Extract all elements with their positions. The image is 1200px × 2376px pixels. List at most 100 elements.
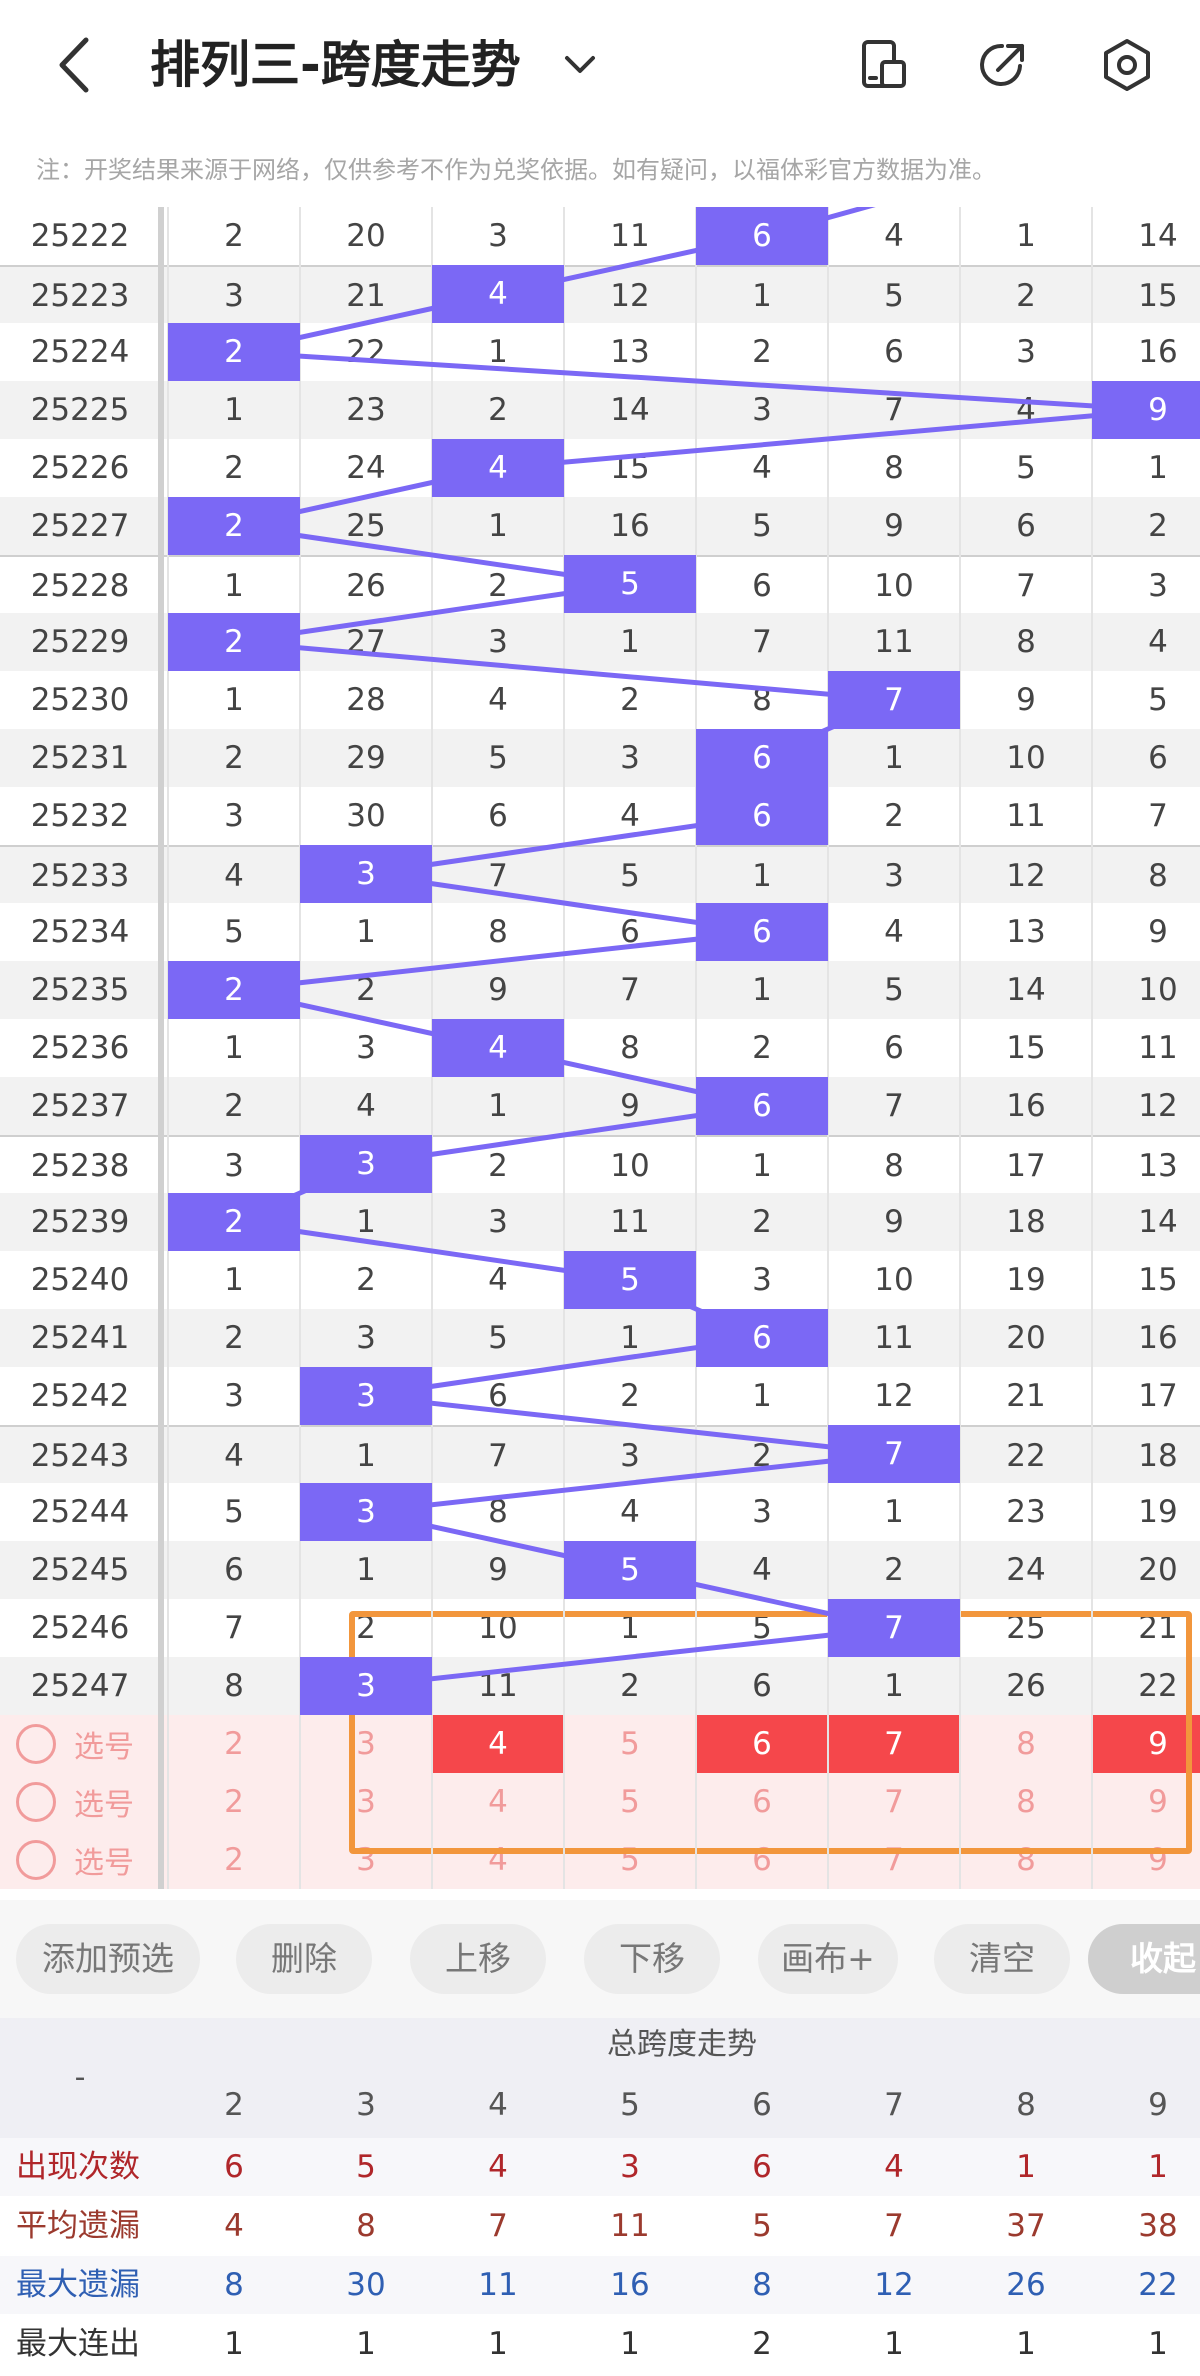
miss-cell: 8: [1148, 858, 1168, 894]
miss-cell: 9: [884, 1204, 904, 1240]
miss-cell: 4: [1148, 624, 1168, 660]
miss-cell: 3: [620, 1438, 640, 1474]
period-cell: 25244: [30, 1494, 130, 1530]
miss-cell: 1: [356, 1438, 376, 1474]
collapse-button[interactable]: 收起: [1088, 1924, 1200, 1994]
miss-cell: 7: [488, 1438, 508, 1474]
select-row-toggle[interactable]: 选号: [16, 1781, 134, 1823]
move-down-button[interactable]: 下移: [584, 1924, 720, 1994]
selectable-number-cell[interactable]: 3: [356, 1726, 376, 1762]
stats-value: 6: [224, 2149, 244, 2185]
period-cell: 25222: [30, 218, 130, 254]
selectable-number-cell[interactable]: 8: [1016, 1842, 1036, 1878]
selectable-number-cell[interactable]: 6: [752, 1784, 772, 1820]
selected-number-cell[interactable]: 4: [432, 1715, 564, 1773]
selectable-number-cell[interactable]: 4: [488, 1842, 508, 1878]
miss-cell: 8: [1016, 624, 1036, 660]
miss-cell: 9: [884, 508, 904, 544]
radio-icon[interactable]: [16, 1782, 56, 1822]
stats-value: 4: [488, 2149, 508, 2185]
miss-cell: 22: [1006, 1438, 1046, 1474]
miss-cell: 25: [346, 508, 386, 544]
stats-value: 1: [1148, 2326, 1168, 2362]
radio-icon[interactable]: [16, 1840, 56, 1880]
period-cell: 25242: [30, 1378, 130, 1414]
add-preselect-button[interactable]: 添加预选: [16, 1924, 200, 1994]
back-button[interactable]: [50, 30, 100, 100]
miss-cell: 22: [346, 334, 386, 370]
selectable-number-cell[interactable]: 7: [884, 1784, 904, 1820]
selected-number-cell[interactable]: 7: [828, 1715, 960, 1773]
settings-button[interactable]: [1100, 38, 1154, 92]
span-hit-cell: 7: [828, 1599, 960, 1657]
miss-cell: 9: [1016, 682, 1036, 718]
miss-cell: 2: [224, 740, 244, 776]
select-row-toggle[interactable]: 选号: [16, 1723, 134, 1765]
table-row: 25226 2 24 15 4 8 5 1: [0, 439, 1200, 497]
miss-cell: 4: [356, 1088, 376, 1124]
span-hit-cell: 2: [168, 1193, 300, 1251]
miss-cell: 4: [488, 682, 508, 718]
selectable-number-cell[interactable]: 5: [620, 1842, 640, 1878]
miss-cell: 16: [1138, 334, 1178, 370]
span-hit-cell: 6: [696, 207, 828, 265]
miss-cell: 4: [752, 1552, 772, 1588]
selectable-number-cell[interactable]: 4: [488, 1784, 508, 1820]
period-cell: 25243: [30, 1438, 130, 1474]
stats-column-header: 2: [224, 2087, 244, 2123]
miss-cell: 24: [1006, 1552, 1046, 1588]
miss-cell: 11: [610, 218, 650, 254]
selectable-number-cell[interactable]: 6: [752, 1842, 772, 1878]
period-column-divider: [158, 207, 164, 1889]
miss-cell: 17: [1006, 1148, 1046, 1184]
miss-cell: 10: [610, 1148, 650, 1184]
select-row-toggle[interactable]: 选号: [16, 1839, 134, 1881]
table-row: 25241 2 3 5 1 11 20 16: [0, 1309, 1200, 1367]
miss-cell: 5: [1016, 450, 1036, 486]
selectable-number-cell[interactable]: 8: [1016, 1726, 1036, 1762]
selectable-number-cell[interactable]: 7: [884, 1842, 904, 1878]
share-icon: [980, 43, 1024, 86]
selected-number-cell[interactable]: 9: [1092, 1715, 1200, 1773]
stats-value: 8: [224, 2267, 244, 2303]
title-dropdown-button[interactable]: [555, 40, 605, 90]
move-up-button[interactable]: 上移: [410, 1924, 546, 1994]
stats-row: 出现次数 6 5 4 3 6 4 1 1: [0, 2138, 1200, 2196]
selectable-number-cell[interactable]: 9: [1148, 1842, 1168, 1878]
canvas-plus-button[interactable]: 画布+: [758, 1924, 898, 1994]
miss-cell: 10: [874, 1262, 914, 1298]
table-row: 25225 1 23 2 14 3 7 4: [0, 381, 1200, 439]
stats-row: 最大连出 1 1 1 1 2 1 1 1: [0, 2315, 1200, 2373]
miss-cell: 5: [1148, 682, 1168, 718]
span-hit-cell: 4: [432, 439, 564, 497]
stats-value: 7: [488, 2208, 508, 2244]
share-button[interactable]: [976, 38, 1030, 92]
clear-button[interactable]: 清空: [934, 1924, 1070, 1994]
miss-cell: 1: [224, 1030, 244, 1066]
selectable-number-cell[interactable]: 5: [620, 1726, 640, 1762]
stats-value: 11: [610, 2208, 650, 2244]
delete-button[interactable]: 删除: [236, 1924, 372, 1994]
miss-cell: 26: [1006, 1668, 1046, 1704]
selectable-number-cell[interactable]: 9: [1148, 1784, 1168, 1820]
selectable-number-cell[interactable]: 8: [1016, 1784, 1036, 1820]
selectable-number-cell[interactable]: 2: [224, 1784, 244, 1820]
page-title[interactable]: 排列三-跨度走势: [150, 36, 521, 94]
miss-cell: 4: [752, 450, 772, 486]
selectable-number-cell[interactable]: 5: [620, 1784, 640, 1820]
selectable-number-cell[interactable]: 2: [224, 1842, 244, 1878]
selectable-number-cell[interactable]: 2: [224, 1726, 244, 1762]
miss-cell: 6: [488, 798, 508, 834]
radio-icon[interactable]: [16, 1724, 56, 1764]
miss-cell: 9: [488, 972, 508, 1008]
selected-number-cell[interactable]: 6: [696, 1715, 828, 1773]
miss-cell: 2: [620, 1378, 640, 1414]
stats-row-label: 最大连出: [16, 2326, 140, 2362]
selectable-number-cell[interactable]: 3: [356, 1842, 376, 1878]
selectable-number-cell[interactable]: 3: [356, 1784, 376, 1820]
screen-mode-button[interactable]: [856, 38, 910, 92]
back-icon: [59, 37, 89, 93]
miss-cell: 3: [224, 1378, 244, 1414]
miss-cell: 7: [224, 1610, 244, 1646]
miss-cell: 2: [356, 1610, 376, 1646]
